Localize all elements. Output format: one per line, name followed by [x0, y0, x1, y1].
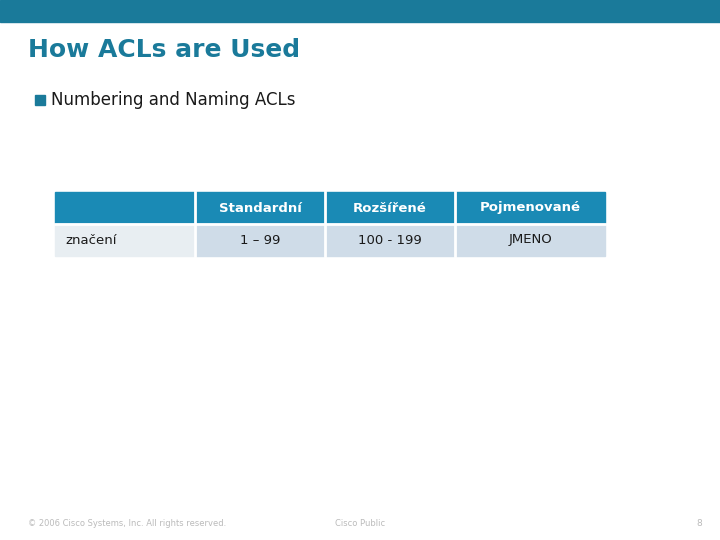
Bar: [455, 224, 605, 256]
Text: 8: 8: [696, 519, 702, 528]
Bar: [55, 192, 195, 224]
Bar: [35, 95, 45, 105]
Bar: [195, 192, 325, 224]
Bar: [0, 0, 720, 22]
Text: značení: značení: [65, 233, 117, 246]
Bar: [325, 192, 455, 224]
Bar: [55, 224, 195, 256]
Text: Numbering and Naming ACLs: Numbering and Naming ACLs: [51, 91, 295, 109]
Text: Standardní: Standardní: [219, 201, 302, 214]
Bar: [325, 224, 455, 256]
Bar: [455, 192, 605, 224]
Text: How ACLs are Used: How ACLs are Used: [28, 38, 300, 62]
Text: Cisco Public: Cisco Public: [335, 519, 385, 528]
Bar: [195, 224, 325, 256]
Text: © 2006 Cisco Systems, Inc. All rights reserved.: © 2006 Cisco Systems, Inc. All rights re…: [28, 519, 226, 528]
Text: Pojmenované: Pojmenované: [480, 201, 580, 214]
Text: 100 - 199: 100 - 199: [358, 233, 422, 246]
Text: Rozšířené: Rozšířené: [353, 201, 427, 214]
Text: 1 – 99: 1 – 99: [240, 233, 280, 246]
Text: JMENO: JMENO: [508, 233, 552, 246]
